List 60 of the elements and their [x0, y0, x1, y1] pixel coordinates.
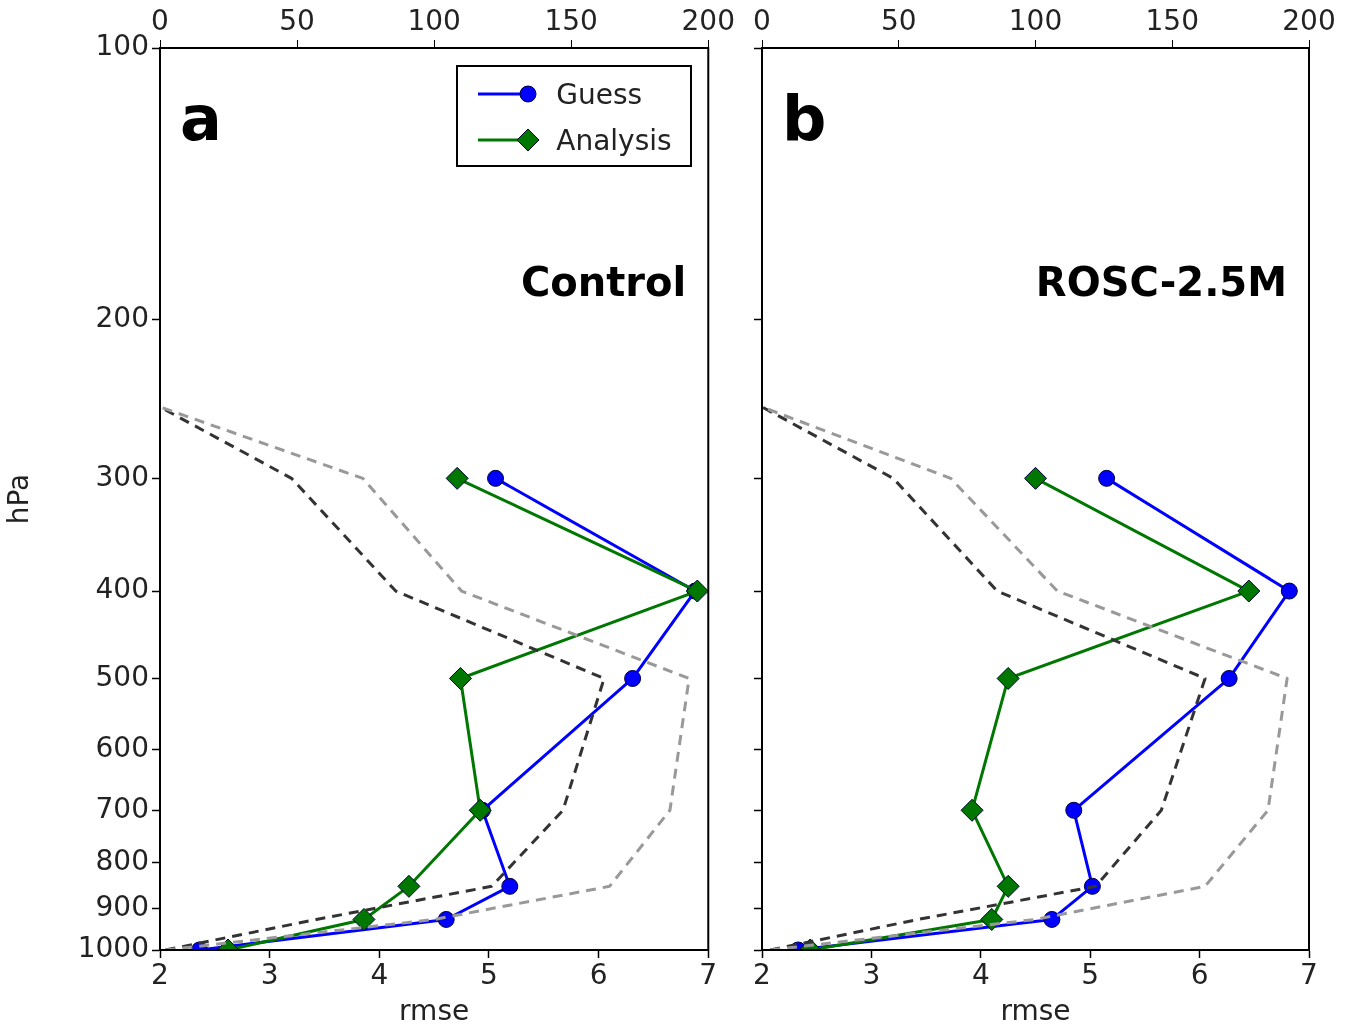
point: [1280, 582, 1298, 600]
x-tick-label: 6: [1190, 958, 1209, 992]
point: [468, 798, 492, 822]
point: [624, 669, 642, 687]
point: [352, 907, 376, 931]
x-tick-label: 6: [589, 958, 608, 992]
x-tick-label: 4: [971, 958, 990, 992]
x-tick-label: 7: [1300, 958, 1318, 992]
x-axis-title: rmse: [1000, 994, 1071, 1028]
point: [996, 874, 1020, 898]
point: [1098, 469, 1116, 487]
x2-tick-label: 150: [544, 4, 598, 38]
x2-tick-label: 50: [279, 4, 315, 38]
y-axis-title: hPa: [2, 473, 36, 525]
x2-tick-label: 150: [1145, 4, 1199, 38]
x-tick-label: 5: [1081, 958, 1100, 992]
x-tick-label: 2: [151, 958, 169, 992]
point: [445, 466, 469, 490]
legend-label: Analysis: [556, 123, 672, 157]
x2-tick-label: 200: [1282, 4, 1336, 38]
point: [1237, 579, 1261, 603]
x-axis-title: rmse: [399, 994, 470, 1028]
y-tick-label: 100: [95, 29, 149, 63]
annotation: ROSC-2.5M: [1035, 259, 1287, 305]
point: [487, 469, 505, 487]
annotation: a: [180, 82, 222, 155]
y-tick-label: 300: [95, 459, 149, 493]
y-tick-label: 200: [95, 300, 149, 334]
x2-tick-label: 50: [880, 4, 917, 38]
x2-tick-label: 100: [407, 4, 461, 38]
annotation: b: [782, 82, 827, 155]
x-tick-label: 4: [370, 958, 389, 992]
point: [1065, 801, 1083, 819]
x-tick-label: 3: [260, 958, 279, 992]
point: [996, 666, 1020, 690]
y-tick-label: 1000: [77, 931, 149, 965]
y-tick-label: 800: [95, 843, 149, 877]
x-tick-label: 5: [480, 958, 498, 992]
point: [1220, 669, 1238, 687]
y-tick-label: 700: [95, 791, 149, 825]
x2-tick-label: 200: [681, 4, 735, 38]
x2-tick-label: 100: [1008, 4, 1063, 38]
y-tick-label: 900: [95, 890, 149, 924]
x-tick-label: 7: [699, 958, 718, 992]
y-tick-label: 600: [95, 731, 149, 765]
point: [685, 579, 709, 603]
point: [397, 874, 421, 898]
y-tick-label: 400: [95, 572, 149, 606]
point: [501, 877, 519, 895]
x2-tick-label: 0: [753, 4, 771, 38]
point: [980, 907, 1004, 931]
x2-tick-label: 0: [151, 4, 169, 38]
x-tick-label: 3: [862, 958, 881, 992]
point: [1024, 466, 1047, 490]
point: [960, 798, 984, 822]
point: [448, 666, 472, 690]
y-tick-label: 500: [95, 659, 149, 693]
legend-label: Guess: [556, 77, 643, 111]
x-tick-label: 2: [753, 958, 771, 992]
annotation: Control: [520, 259, 687, 305]
